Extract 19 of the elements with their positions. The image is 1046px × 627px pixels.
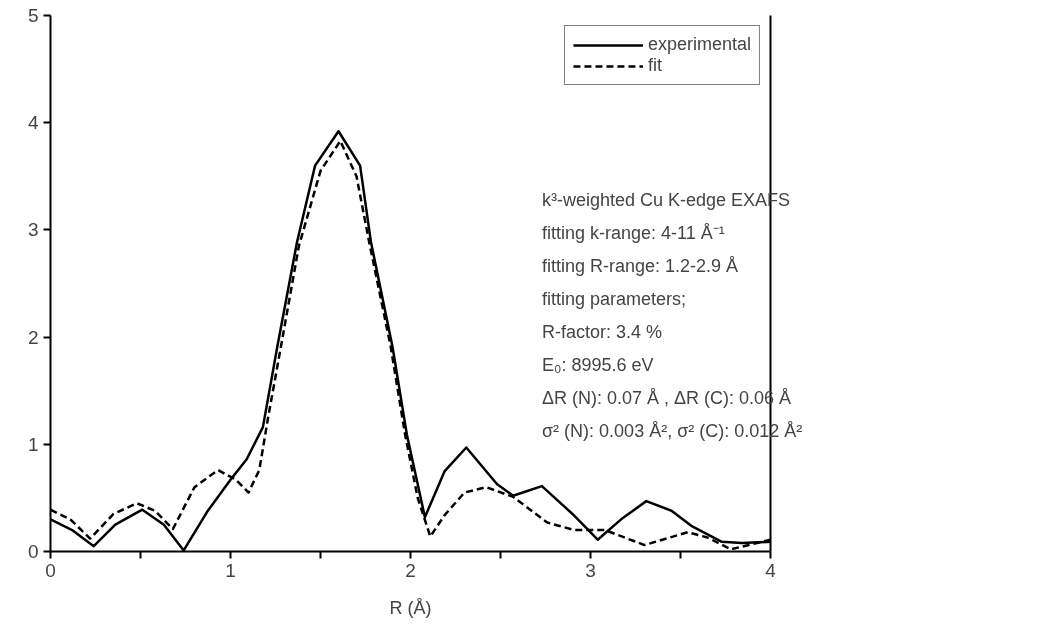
y-tick-label: 0	[27, 541, 39, 562]
y-tick-label: 4	[27, 112, 39, 134]
annotation: fitting k-range: 4-11 Å⁻¹	[542, 222, 726, 245]
y-tick-label: 2	[27, 326, 39, 348]
annotation: E₀: 8995.6 eV	[542, 354, 655, 377]
annotation: R-factor: 3.4 %	[542, 321, 664, 344]
x-tick-label: 0	[45, 559, 56, 581]
annotation: fitting parameters;	[542, 288, 688, 311]
y-tick-label: 1	[27, 433, 39, 455]
x-tick-label: 2	[405, 559, 416, 581]
x-tick-label: 4	[765, 559, 777, 581]
annotation: fitting R-range: 1.2-2.9 Å	[542, 255, 740, 278]
y-tick-label: 5	[27, 5, 39, 26]
legend-label: fit	[647, 55, 663, 76]
x-axis-title: R (Å)	[389, 597, 432, 618]
y-tick-label: 3	[27, 219, 39, 241]
legend-label: experimental	[647, 34, 751, 55]
x-tick-label: 1	[225, 559, 236, 581]
x-tick-label: 3	[585, 559, 596, 581]
